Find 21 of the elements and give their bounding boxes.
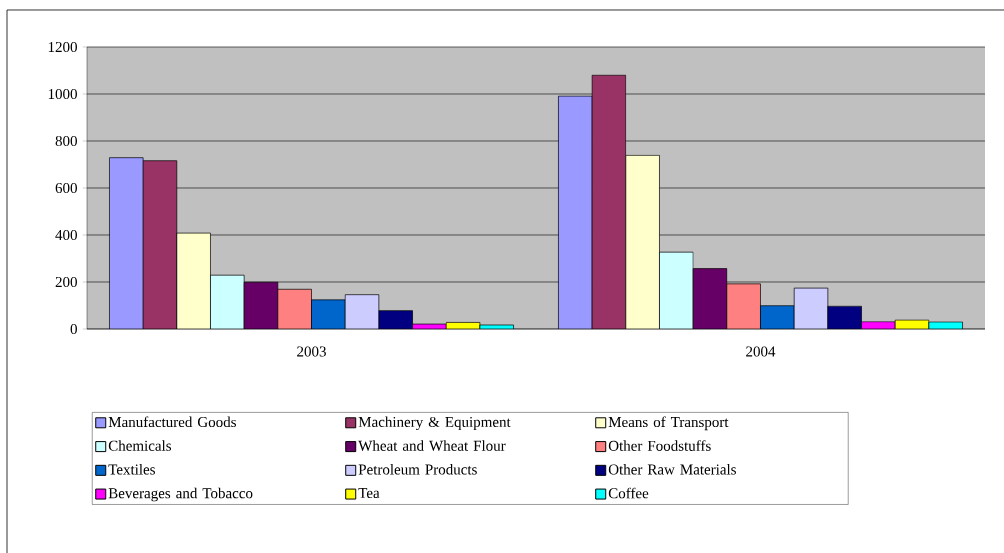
legend-label: Tea — [358, 488, 380, 498]
legend-label: Petroleum Products — [358, 464, 477, 475]
legend-label: Coffee — [608, 487, 649, 499]
y-tick-label: 1000 — [48, 88, 77, 100]
y-tick-label: 800 — [55, 135, 77, 147]
legend-label: Means of Transport — [608, 416, 729, 431]
y-tick-label: 200 — [55, 276, 77, 288]
legend-label: Beverages and Tobacco — [108, 487, 253, 502]
x-tick-label: 2004 — [746, 346, 776, 357]
legend-label: Machinery & Equipment — [358, 416, 511, 431]
x-tick-label: 2003 — [297, 346, 326, 357]
legend-label: Textiles — [108, 464, 155, 475]
y-tick-label: 400 — [55, 229, 77, 241]
legend-label: Chemicals — [108, 440, 172, 451]
y-tick-label: 0 — [70, 323, 77, 335]
y-tick-label: 600 — [55, 182, 77, 194]
legend-label: Other Foodstuffs — [608, 440, 711, 451]
legend-label: Other Raw Materials — [608, 464, 736, 475]
legend-label: Wheat and Wheat Flour — [358, 440, 506, 451]
y-tick-label: 1200 — [48, 41, 77, 53]
legend-label: Manufactured Goods — [108, 416, 236, 428]
